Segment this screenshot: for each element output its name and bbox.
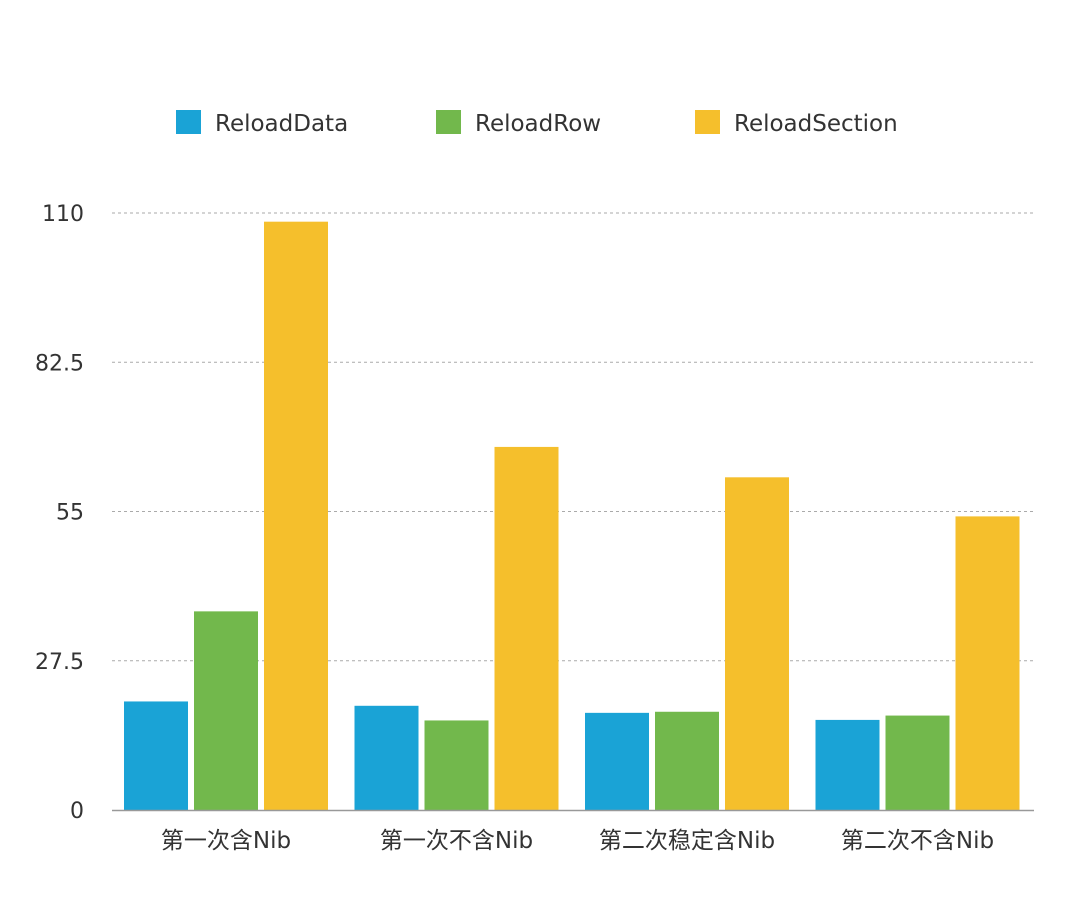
gridlines xyxy=(112,212,1034,662)
legend-item[interactable]: ReloadRow xyxy=(436,110,601,137)
bars xyxy=(124,221,1020,810)
bar-reloadsection-3[interactable] xyxy=(725,477,789,810)
bar-reloadsection-1[interactable] xyxy=(264,221,328,810)
bar-reloadsection-2[interactable] xyxy=(494,446,559,810)
legend-item[interactable]: ReloadData xyxy=(176,110,348,137)
bar-reloadrow-2[interactable] xyxy=(424,720,489,810)
legend-label: ReloadData xyxy=(215,111,348,137)
bar-reloadsection-4[interactable] xyxy=(955,516,1020,810)
x-axis-categories: 第一次含Nib 第一次不含Nib 第二次稳定含Nib 第二次不含Nib xyxy=(161,828,994,854)
y-tick-label: 27.5 xyxy=(35,650,84,675)
x-category-label: 第一次不含Nib xyxy=(380,828,533,854)
legend: ReloadData ReloadRow ReloadSection xyxy=(176,110,898,137)
legend-item[interactable]: ReloadSection xyxy=(695,110,898,137)
y-tick-label: 0 xyxy=(70,799,84,824)
legend-swatch xyxy=(695,110,720,134)
legend-label: ReloadSection xyxy=(734,111,898,137)
y-tick-label: 55 xyxy=(56,501,84,526)
legend-label: ReloadRow xyxy=(475,111,601,137)
y-tick-label: 82.5 xyxy=(35,351,84,376)
bar-reloaddata-4[interactable] xyxy=(815,719,880,810)
bar-reloaddata-2[interactable] xyxy=(354,705,419,810)
y-tick-label: 110 xyxy=(42,202,84,227)
x-category-label: 第二次稳定含Nib xyxy=(599,828,775,854)
bar-reloadrow-1[interactable] xyxy=(194,611,258,810)
bar-reloaddata-1[interactable] xyxy=(124,701,188,810)
x-category-label: 第一次含Nib xyxy=(161,828,291,854)
x-category-label: 第二次不含Nib xyxy=(841,828,994,854)
bar-reloaddata-3[interactable] xyxy=(585,712,649,810)
y-axis-ticks: 0 27.5 55 82.5 110 xyxy=(35,202,84,824)
legend-swatch xyxy=(176,110,201,134)
bar-reloadrow-3[interactable] xyxy=(655,711,719,810)
bar-reloadrow-4[interactable] xyxy=(885,715,950,810)
legend-swatch xyxy=(436,110,461,134)
